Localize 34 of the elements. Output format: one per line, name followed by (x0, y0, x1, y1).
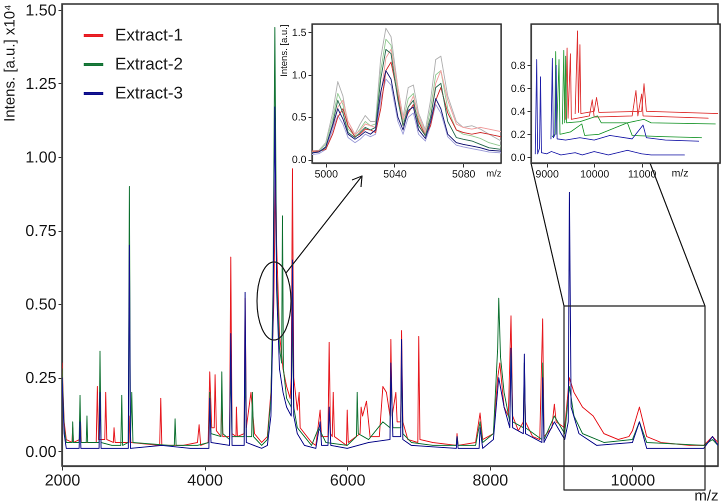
y-tick-label: 0.00 (25, 444, 57, 461)
y-tick-label: 0.8 (510, 60, 526, 72)
y-tick-label: 0.5 (292, 112, 307, 124)
x-tick-label: 8000 (472, 472, 508, 490)
x-axis-title: m/z (694, 488, 718, 503)
x-tick-label: 10000 (580, 168, 610, 180)
x-tick-label: 5080 (452, 168, 476, 180)
x-tick-label: 10000 (610, 472, 656, 490)
y-tick-label: 1.5 (292, 26, 307, 39)
y-tick-label: 1.25 (25, 76, 57, 93)
y-tick-label: 0.0 (292, 154, 307, 166)
y-tick-label: 0.0 (510, 152, 526, 164)
x-axis-title: m/z (486, 168, 502, 180)
y-tick-label: 1.00 (25, 150, 57, 167)
legend-label: Extract-1 (115, 26, 184, 44)
y-tick-label: 1.0 (292, 69, 307, 82)
legend-label: Extract-2 (115, 54, 184, 74)
x-tick-label: 4000 (187, 472, 224, 490)
y-tick-label: 0.6 (510, 82, 526, 95)
y-tick-label: 0.25 (25, 370, 57, 388)
x-axis-title: m/z (672, 168, 688, 180)
y-tick-label: 1.50 (25, 2, 57, 20)
y-tick-label: 0.75 (25, 223, 57, 240)
x-tick-label: 9000 (535, 168, 560, 180)
y-tick-label: 0.50 (25, 296, 57, 314)
legend-label: Extract-3 (115, 84, 184, 102)
y-axis-title: Intens. [a.u.] x10⁴ (1, 4, 18, 122)
x-tick-label: 6000 (330, 472, 366, 490)
x-tick-label: 5040 (383, 168, 407, 180)
y-tick-label: 0.2 (510, 128, 526, 141)
x-tick-label: 5000 (314, 168, 338, 180)
x-tick-label: 2000 (44, 472, 80, 490)
y-tick-label: 0.4 (510, 106, 526, 118)
y-axis-title: Intens. [a.u.] (278, 24, 290, 77)
